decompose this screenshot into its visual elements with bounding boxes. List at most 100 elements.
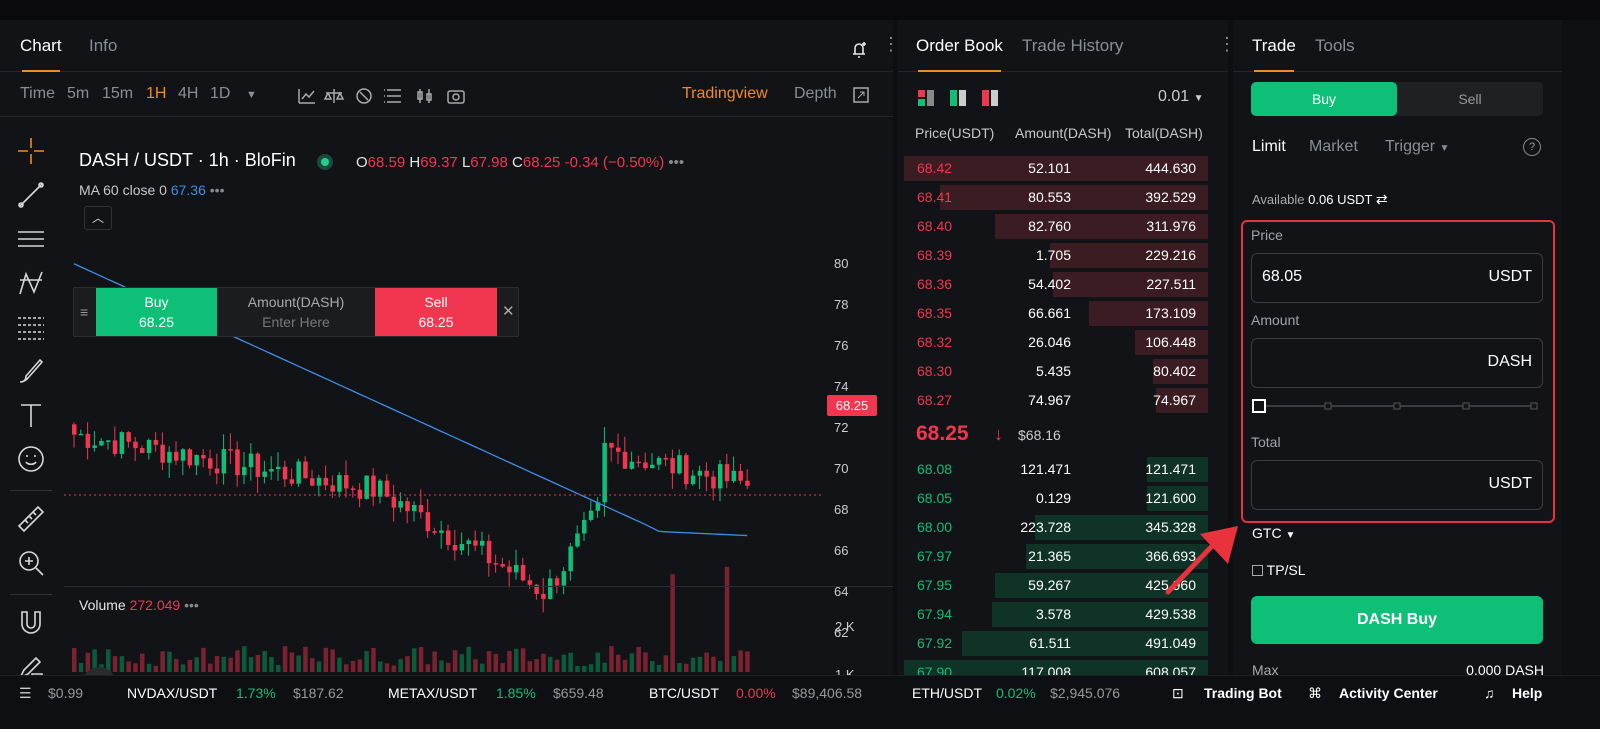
tab-info[interactable]: Info xyxy=(89,36,118,55)
sell-side-button[interactable]: Sell xyxy=(1458,91,1482,107)
bid-row[interactable]: 67.97 21.365 366.693 xyxy=(904,542,1208,571)
book-menu-icon[interactable]: ⋮ xyxy=(1218,34,1236,54)
volume-bar xyxy=(303,646,308,672)
volume-bar xyxy=(194,657,199,672)
fullscreen-icon[interactable] xyxy=(852,86,870,104)
ask-row[interactable]: 68.41 80.553 392.529 xyxy=(904,183,1208,212)
ticker-pair-3[interactable]: BTC/USDT xyxy=(649,685,719,701)
trendline-icon[interactable] xyxy=(16,180,46,210)
pattern-icon[interactable] xyxy=(16,268,46,298)
help-link[interactable]: Help xyxy=(1512,685,1543,701)
price-input[interactable]: 68.05 USDT xyxy=(1251,253,1543,303)
view-tradingview[interactable]: Tradingview xyxy=(682,85,768,102)
horizontal-lines-icon[interactable] xyxy=(16,224,46,254)
candle-body xyxy=(704,470,709,477)
volume-bar xyxy=(119,656,125,672)
panel-menu-icon[interactable]: ⋮ xyxy=(882,34,900,54)
drag-handle-icon[interactable]: ≡ xyxy=(80,304,89,320)
timeframe-1h[interactable]: 1H xyxy=(146,85,167,102)
ask-row[interactable]: 68.36 54.402 227.511 xyxy=(904,270,1208,299)
bid-row[interactable]: 67.95 59.267 425.960 xyxy=(904,571,1208,600)
volume-bar xyxy=(235,650,240,672)
bid-row[interactable]: 68.05 0.129 121.600 xyxy=(904,484,1208,513)
volume-more-icon[interactable]: ••• xyxy=(184,597,199,613)
quick-sell-button[interactable]: Sell 68.25 xyxy=(375,288,497,336)
ask-row[interactable]: 68.39 1.705 229.216 xyxy=(904,241,1208,270)
ma-more-icon[interactable]: ••• xyxy=(209,182,225,198)
zoom-in-icon[interactable] xyxy=(16,548,46,578)
quick-amount-input[interactable]: Amount(DASH) Enter Here xyxy=(217,288,375,336)
volume-bar xyxy=(670,574,675,672)
tab-tools[interactable]: Tools xyxy=(1315,36,1355,55)
ticker-pair-4[interactable]: ETH/USDT xyxy=(912,685,982,701)
ask-depth-bar xyxy=(1050,243,1208,268)
timeframe-4h[interactable]: 4H xyxy=(178,85,199,102)
fib-icon[interactable] xyxy=(16,312,46,342)
quick-buy-button[interactable]: Buy 68.25 xyxy=(96,288,217,336)
timeframe-5m[interactable]: 5m xyxy=(67,85,90,102)
crosshair-icon[interactable] xyxy=(16,136,46,166)
tab-trade[interactable]: Trade xyxy=(1252,36,1296,72)
volume-bar xyxy=(622,659,628,672)
bid-row[interactable]: 67.94 3.578 429.538 xyxy=(904,600,1208,629)
view-depth[interactable]: Depth xyxy=(794,85,837,102)
ask-row[interactable]: 68.40 82.760 311.976 xyxy=(904,212,1208,241)
buy-side-button[interactable]: Buy xyxy=(1251,82,1397,116)
ticker-pair-2[interactable]: METAX/USDT xyxy=(388,685,478,701)
tpsl-checkbox[interactable] xyxy=(1252,565,1263,576)
close-icon[interactable]: ✕ xyxy=(502,303,515,320)
candle-body xyxy=(99,440,104,446)
total-input[interactable]: USDT xyxy=(1251,460,1543,510)
bid-price: 68.00 xyxy=(917,519,953,535)
ask-row[interactable]: 68.35 66.661 173.109 xyxy=(904,299,1208,328)
tab-trade-history[interactable]: Trade History xyxy=(1022,36,1124,55)
amount-input[interactable]: DASH xyxy=(1251,338,1543,388)
ticker-pair-1[interactable]: NVDAX/USDT xyxy=(127,685,218,701)
book-both-icon[interactable] xyxy=(918,90,934,106)
tpsl-toggle[interactable]: TP/SL xyxy=(1252,562,1306,578)
brush-icon[interactable] xyxy=(16,356,46,386)
help-question-icon[interactable]: ? xyxy=(1523,138,1541,156)
ruler-icon[interactable] xyxy=(16,504,46,534)
alert-bell-icon[interactable] xyxy=(848,38,870,60)
book-bids-icon[interactable] xyxy=(950,90,966,106)
candle-body xyxy=(473,540,478,546)
timeframe-15m[interactable]: 15m xyxy=(102,85,134,102)
slider-handle[interactable] xyxy=(1252,399,1266,413)
candle-body xyxy=(493,563,499,565)
volume-label: Volume xyxy=(79,597,126,613)
amount-slider[interactable] xyxy=(1251,397,1545,415)
submit-buy-button[interactable]: DASH Buy xyxy=(1251,596,1543,644)
ask-row[interactable]: 68.30 5.435 80.402 xyxy=(904,357,1208,386)
precision-select[interactable]: 0.01 ▼ xyxy=(1158,88,1204,106)
book-asks-icon[interactable] xyxy=(982,90,998,106)
volume-bar xyxy=(704,652,709,672)
transfer-icon[interactable]: ⇄ xyxy=(1375,191,1388,207)
bid-row[interactable]: 68.00 223.728 345.328 xyxy=(904,513,1208,542)
timeframe-1d[interactable]: 1D xyxy=(210,85,231,102)
tab-chart[interactable]: Chart xyxy=(20,36,62,72)
timeframe-time[interactable]: Time xyxy=(20,85,55,102)
price-chart[interactable]: DASH / USDT · 1h · BloFin O68.59 H69.37 … xyxy=(64,117,893,701)
magnet-icon[interactable] xyxy=(16,608,46,638)
tab-order-book[interactable]: Order Book xyxy=(916,36,1003,72)
text-icon[interactable] xyxy=(16,400,46,430)
activity-center-link[interactable]: Activity Center xyxy=(1339,685,1438,701)
bid-row[interactable]: 67.92 61.511 491.049 xyxy=(904,629,1208,658)
emoji-icon[interactable] xyxy=(16,444,46,474)
timeframe-dropdown-icon[interactable]: ▼ xyxy=(246,89,257,101)
ask-row[interactable]: 68.32 26.046 106.448 xyxy=(904,328,1208,357)
ticker-menu-icon[interactable]: ☰ xyxy=(19,685,32,701)
time-in-force-select[interactable]: GTC ▼ xyxy=(1252,525,1295,541)
ask-row[interactable]: 68.27 74.967 74.967 xyxy=(904,386,1208,415)
more-dots-icon[interactable]: ••• xyxy=(668,154,685,171)
trading-bot-link[interactable]: Trading Bot xyxy=(1204,685,1282,701)
candle-body xyxy=(520,564,526,581)
order-type-market[interactable]: Market xyxy=(1309,138,1358,155)
collapse-indicators-button[interactable]: ︿ xyxy=(84,206,112,230)
order-type-trigger[interactable]: Trigger ▼ xyxy=(1385,138,1449,156)
open-label: O xyxy=(356,154,368,171)
ask-row[interactable]: 68.42 52.101 444.630 xyxy=(904,154,1208,183)
bid-row[interactable]: 68.08 121.471 121.471 xyxy=(904,455,1208,484)
order-type-limit[interactable]: Limit xyxy=(1252,138,1286,155)
